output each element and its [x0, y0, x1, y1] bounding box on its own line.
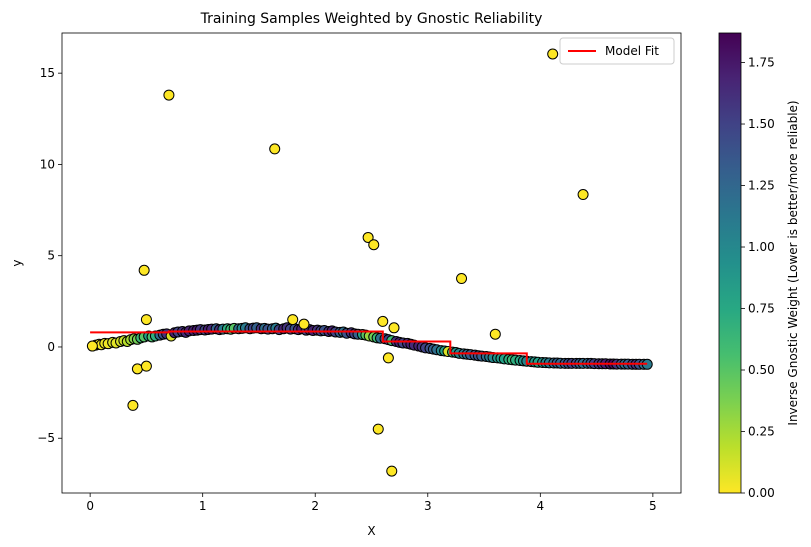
colorbar-tick-label: 0.50 — [748, 363, 775, 377]
colorbar-tick-label: 1.50 — [748, 117, 775, 131]
colorbar-tick-label: 1.00 — [748, 240, 775, 254]
x-axis-label: X — [367, 524, 375, 538]
data-point — [377, 315, 389, 327]
y-tick-label: 5 — [47, 249, 55, 263]
legend-entry-model-fit: Model Fit — [605, 44, 659, 58]
colorbar-tick-label: 1.75 — [748, 56, 775, 70]
data-point — [140, 360, 152, 372]
x-tick-label: 2 — [311, 499, 319, 513]
data-point — [86, 340, 98, 352]
y-tick-label: −5 — [37, 431, 55, 445]
colorbar-tick-label: 1.25 — [748, 179, 775, 193]
data-point — [388, 322, 400, 334]
x-tick-label: 1 — [199, 499, 207, 513]
x-tick-label: 0 — [86, 499, 94, 513]
data-point — [131, 363, 143, 375]
data-point — [372, 423, 384, 435]
data-point — [287, 314, 299, 326]
y-axis-label: y — [10, 259, 24, 266]
y-tick-label: 10 — [40, 157, 55, 171]
data-point — [456, 273, 468, 285]
data-point — [386, 465, 398, 477]
chart-title: Training Samples Weighted by Gnostic Rel… — [200, 11, 543, 27]
colorbar — [718, 32, 742, 494]
data-point — [382, 352, 394, 364]
data-point — [577, 189, 589, 201]
colorbar-tick-label: 0.00 — [748, 486, 775, 500]
colorbar-tick-label: 0.75 — [748, 302, 775, 316]
data-point — [368, 239, 380, 251]
x-tick-label: 3 — [424, 499, 432, 513]
data-point — [489, 328, 501, 340]
x-tick-label: 4 — [536, 499, 544, 513]
data-point — [269, 143, 281, 155]
colorbar-tick-label: 0.25 — [748, 425, 775, 439]
data-point — [127, 399, 139, 411]
data-point — [138, 264, 150, 276]
colorbar-label: Inverse Gnostic Weight (Lower is better/… — [786, 100, 800, 425]
y-tick-label: 0 — [47, 340, 55, 354]
model-fit-line — [90, 330, 648, 365]
plot-area — [62, 33, 681, 493]
x-tick-label: 5 — [649, 499, 657, 513]
data-point — [140, 314, 152, 326]
legend-box — [559, 37, 675, 65]
data-point — [547, 48, 559, 60]
data-point — [163, 89, 175, 101]
data-point — [298, 318, 310, 330]
data-point — [362, 231, 374, 243]
plot-frame — [61, 32, 682, 494]
y-tick-label: 15 — [40, 66, 55, 80]
